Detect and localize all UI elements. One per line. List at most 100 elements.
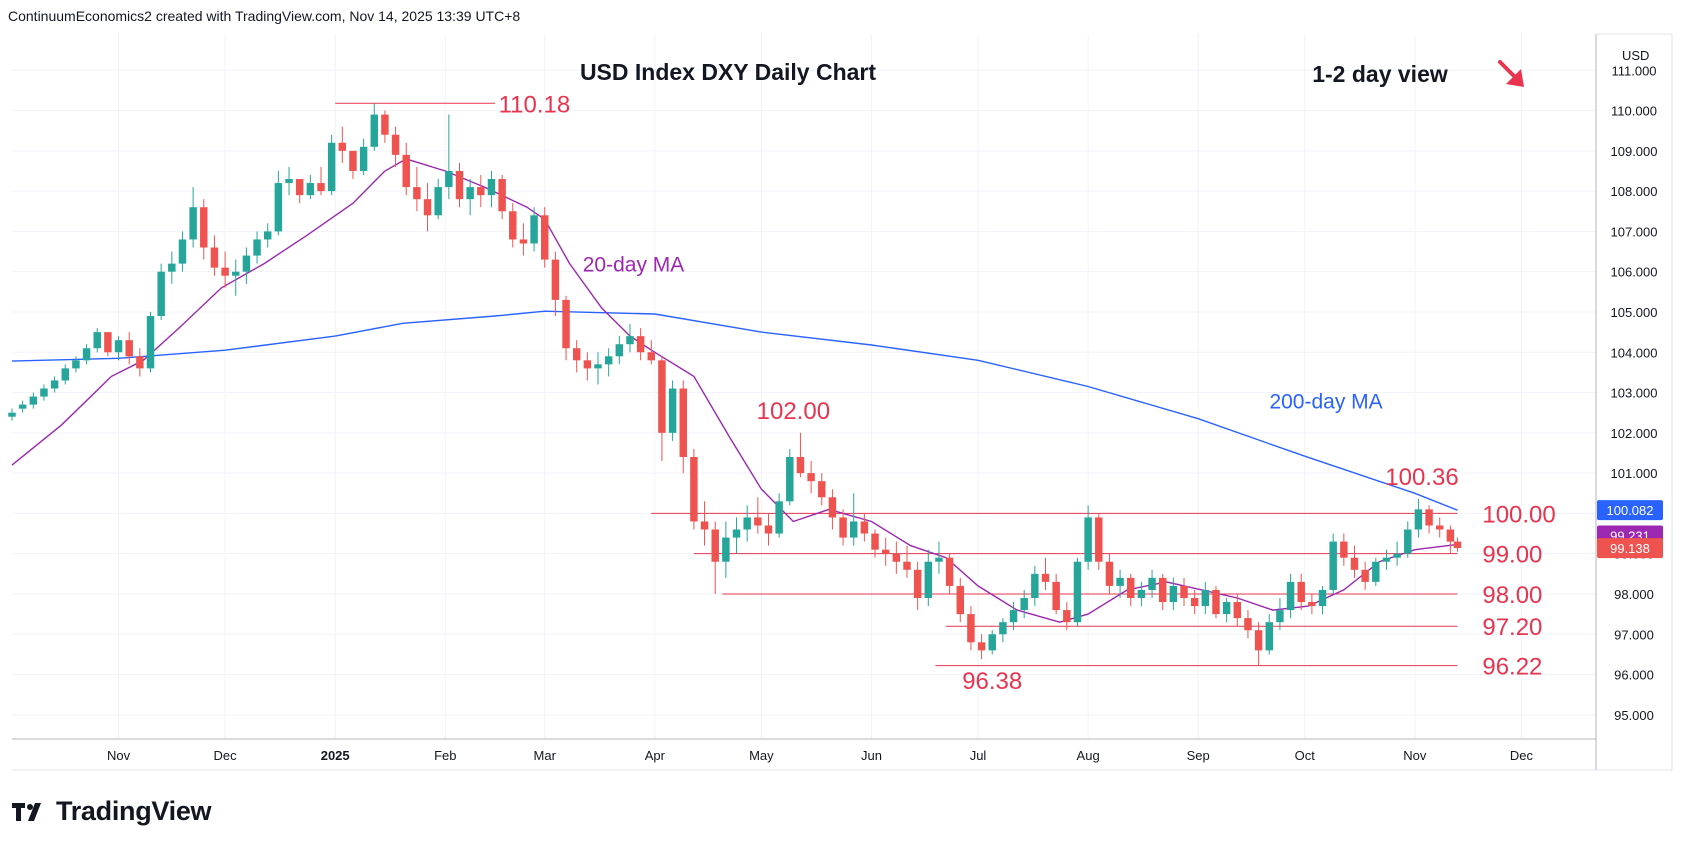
candle [29,392,38,409]
y-tick-label: 110.000 [1611,104,1657,119]
candle [1020,589,1028,619]
candle-body [519,239,528,244]
candle [381,110,389,143]
candle-body [253,239,261,256]
candle-body [1158,577,1167,603]
candle-body [1116,577,1124,586]
level-label: 96.22 [1482,654,1542,681]
candle-body [1393,553,1401,558]
candle [200,199,208,260]
candle-body [892,553,901,562]
candle-body [1329,541,1337,590]
candle [104,332,112,357]
candle-body [263,231,272,240]
candle [1308,593,1316,615]
price-badge: 100.082 [1597,500,1663,521]
x-tick-label: Jul [970,748,987,763]
candle [1041,557,1050,590]
candle-body [125,340,133,357]
candle-body [1105,561,1114,586]
candle-body [860,521,869,534]
price-badge-text: 100.082 [1607,503,1654,518]
candle [1329,533,1337,594]
x-tick-label: Dec [1510,748,1534,763]
candle [1105,553,1114,594]
candle [114,336,123,361]
candle-body [530,215,538,244]
candle-body [82,348,91,361]
x-tick-label: Dec [214,748,238,763]
candle-body [583,360,592,369]
candle [178,231,187,272]
candle [999,618,1007,643]
candle [1052,573,1060,615]
candle [956,577,964,623]
candle [1286,573,1295,619]
candle-body [647,352,656,361]
level-label: 98.00 [1482,582,1542,609]
y-tick-label: 105.000 [1611,305,1658,320]
candle-body [242,255,251,272]
candle [796,432,805,478]
candle-body [594,364,602,369]
candle-body [572,348,581,361]
candle [1009,602,1018,631]
candle [359,138,368,175]
candle-body [722,537,730,562]
candle-body [1318,589,1327,607]
candle [402,142,410,196]
candle-body [1031,573,1039,598]
y-tick-label: 109.000 [1611,144,1658,159]
view-note: 1-2 day view [1312,61,1448,87]
candle [967,606,975,651]
candle-body [349,150,357,171]
y-tick-label: 97.000 [1614,627,1654,642]
candle-body [839,517,847,538]
candle [818,473,826,506]
candle [988,630,996,655]
ma20-path [11,158,1458,623]
price-badge-text: 99.138 [1610,541,1650,556]
candle [72,356,80,373]
candle [945,553,954,594]
tradingview-logo[interactable]: TradingView [12,796,212,827]
candle-body [1137,589,1146,598]
candle-body [1308,602,1316,607]
candle-body [711,529,719,562]
candle [1222,598,1231,623]
price-badge-bg [1597,538,1663,559]
currency-label[interactable]: USD [1622,48,1649,63]
candle [1084,505,1092,570]
candle-body [8,412,16,417]
candle [242,247,251,284]
candle [860,513,869,542]
candle [61,364,70,385]
candle [913,561,922,611]
level-label: 110.18 [499,91,571,118]
candle-body [114,340,123,353]
candle [125,332,133,365]
candle-body [764,525,773,534]
candle-body [178,239,187,264]
candle [615,336,624,365]
candle-body [50,380,59,389]
arrow-down-right-icon [1498,60,1524,87]
candle-body [1233,602,1242,619]
candle [445,114,453,200]
ma200-path [11,310,1458,511]
ma-label: 200-day MA [1269,391,1382,414]
price-badge-bg [1597,500,1663,521]
candle [189,187,197,248]
tradingview-brand: TradingView [56,796,212,826]
y-axis-ticks: 95.00096.00097.00098.00099.000100.000101… [1611,63,1658,723]
candle-body [786,457,794,502]
candle-body [274,183,283,232]
candle-body [509,211,517,240]
candle [1158,573,1167,611]
candle [210,235,219,276]
candle [604,348,613,377]
candle [700,501,709,546]
candle [1414,498,1423,538]
candle-body [1180,585,1188,598]
